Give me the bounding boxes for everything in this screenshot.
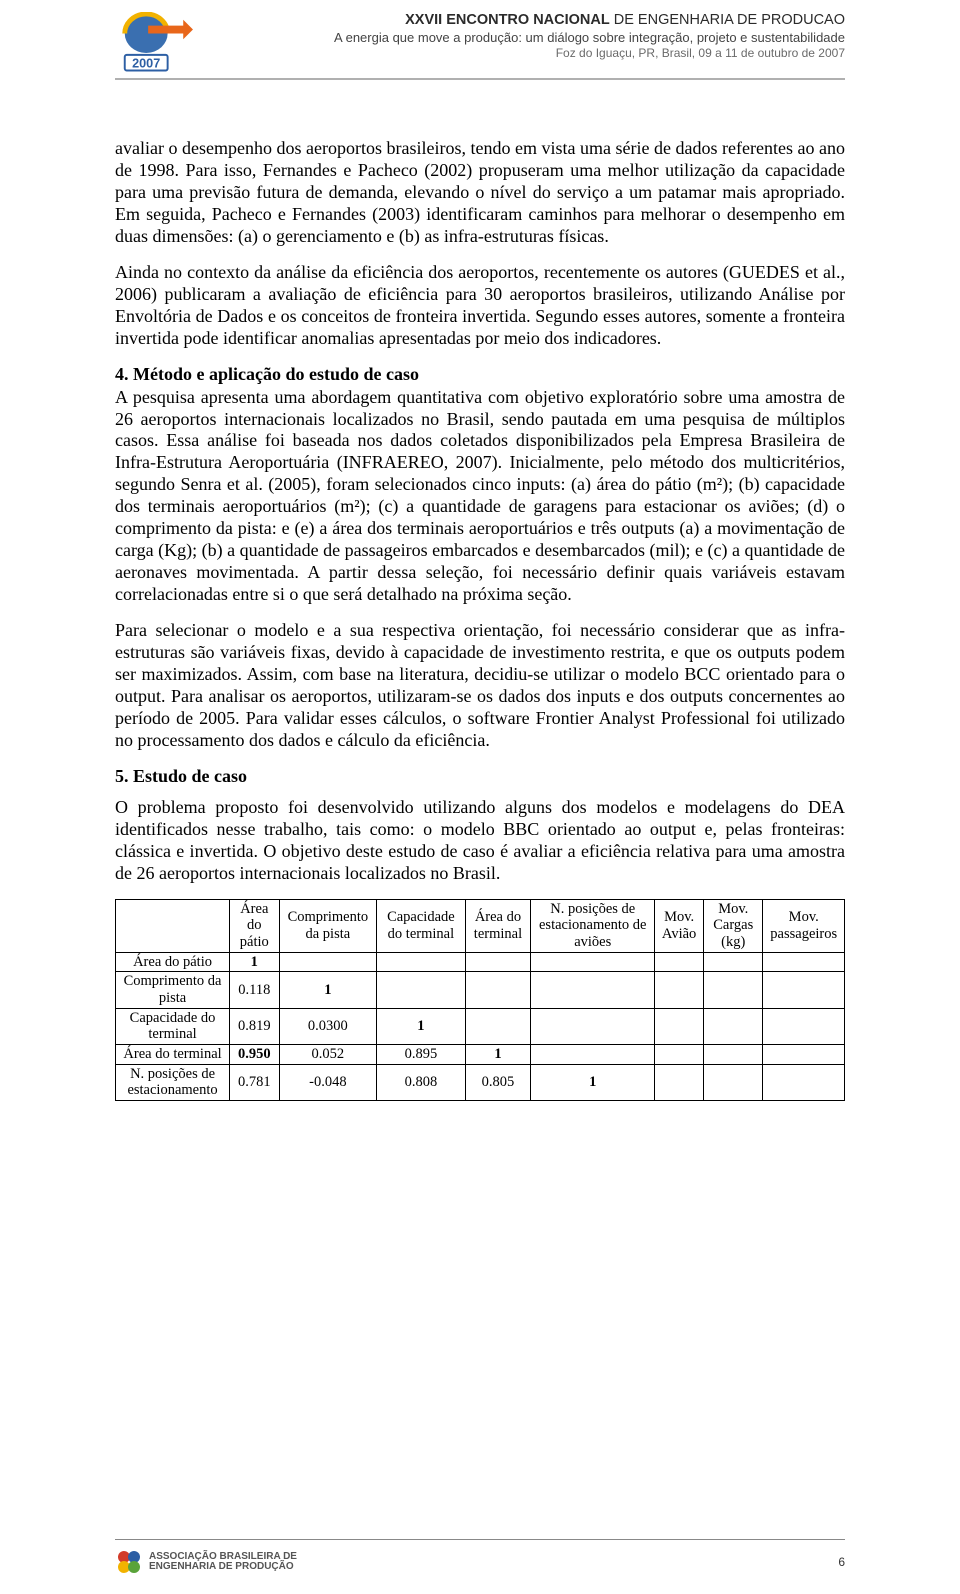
table-cell — [655, 1064, 704, 1100]
table-cell: 1 — [230, 952, 279, 972]
table-cell: 0.895 — [377, 1045, 465, 1065]
table-cell — [377, 972, 465, 1008]
paragraph-5: O problema proposto foi desenvolvido uti… — [115, 797, 845, 885]
paragraph-2: Ainda no contexto da análise da eficiênc… — [115, 262, 845, 350]
table-cell — [655, 952, 704, 972]
conference-header: 2007 XXVII ENCONTRO NACIONAL DE ENGENHAR… — [115, 12, 845, 80]
row-label: Área do terminal — [116, 1045, 230, 1065]
table-cell — [763, 972, 845, 1008]
col-7: Mov. Cargas (kg) — [704, 899, 763, 952]
section-4-title: 4. Método e aplicação do estudo de caso — [115, 364, 845, 385]
table-cell: 0.052 — [279, 1045, 377, 1065]
row-label: Capacidade do terminal — [116, 1008, 230, 1044]
enegep-logo-svg: 2007 — [115, 12, 193, 72]
table-cell — [465, 1008, 531, 1044]
page-number: 6 — [838, 1555, 845, 1569]
paragraph-1: avaliar o desempenho dos aeroportos bras… — [115, 138, 845, 248]
table-cell — [655, 1008, 704, 1044]
table-row: Área do pátio1 — [116, 952, 845, 972]
table-cell: 0.781 — [230, 1064, 279, 1100]
table-cell — [531, 972, 655, 1008]
table-cell: 0.118 — [230, 972, 279, 1008]
page: 2007 XXVII ENCONTRO NACIONAL DE ENGENHAR… — [0, 0, 960, 1594]
table-cell: 0.819 — [230, 1008, 279, 1044]
col-4: Área do terminal — [465, 899, 531, 952]
logo-year: 2007 — [132, 57, 160, 71]
table-header: Área do pátio Comprimento da pista Capac… — [116, 899, 845, 952]
header-line-2: A energia que move a produção: um diálog… — [211, 30, 845, 46]
table-cell — [655, 1045, 704, 1065]
header-line-1: XXVII ENCONTRO NACIONAL DE ENGENHARIA DE… — [211, 12, 845, 30]
abepro-logo-text: ASSOCIAÇÃO BRASILEIRA DE ENGENHARIA DE P… — [149, 1552, 297, 1573]
row-label: N. posições de estacionamento — [116, 1064, 230, 1100]
table-cell — [465, 952, 531, 972]
table-cell — [655, 972, 704, 1008]
enegep-logo: 2007 — [115, 12, 193, 72]
col-5: N. posições de estacionamento de aviões — [531, 899, 655, 952]
table-cell — [279, 952, 377, 972]
table-cell — [531, 952, 655, 972]
table-cell — [763, 952, 845, 972]
table-cell — [704, 972, 763, 1008]
col-2: Comprimento da pista — [279, 899, 377, 952]
correlation-table: Área do pátio Comprimento da pista Capac… — [115, 899, 845, 1101]
table-cell: 0.950 — [230, 1045, 279, 1065]
header-line-3: Foz do Iguaçu, PR, Brasil, 09 a 11 de ou… — [211, 46, 845, 61]
header-line-1-rest: DE ENGENHARIA DE PRODUCAO — [610, 12, 845, 28]
table-cell: 1 — [531, 1064, 655, 1100]
page-footer: ASSOCIAÇÃO BRASILEIRA DE ENGENHARIA DE P… — [115, 1539, 845, 1576]
table-cell: 0.808 — [377, 1064, 465, 1100]
col-3: Capacidade do terminal — [377, 899, 465, 952]
table-body: Área do pátio1Comprimento da pista0.1181… — [116, 952, 845, 1100]
table-cell: 0.0300 — [279, 1008, 377, 1044]
table-cell — [763, 1008, 845, 1044]
paragraph-4: Para selecionar o modelo e a sua respect… — [115, 620, 845, 752]
table-cell — [704, 1045, 763, 1065]
footer-org-line-2: ENGENHARIA DE PRODUÇÃO — [149, 1562, 297, 1573]
row-label: Área do pátio — [116, 952, 230, 972]
table-cell: 0.805 — [465, 1064, 531, 1100]
table-row: Comprimento da pista0.1181 — [116, 972, 845, 1008]
header-line-1-bold: XXVII ENCONTRO NACIONAL — [405, 12, 610, 28]
table-cell: 1 — [377, 1008, 465, 1044]
header-text-block: XXVII ENCONTRO NACIONAL DE ENGENHARIA DE… — [211, 12, 845, 60]
table-header-row: Área do pátio Comprimento da pista Capac… — [116, 899, 845, 952]
table-cell: 1 — [279, 972, 377, 1008]
col-0 — [116, 899, 230, 952]
table-row: Área do terminal0.9500.0520.8951 — [116, 1045, 845, 1065]
col-1: Área do pátio — [230, 899, 279, 952]
row-label: Comprimento da pista — [116, 972, 230, 1008]
abepro-logo: ASSOCIAÇÃO BRASILEIRA DE ENGENHARIA DE P… — [115, 1548, 297, 1576]
table-cell — [763, 1064, 845, 1100]
table-cell — [704, 1064, 763, 1100]
table-cell — [377, 952, 465, 972]
section-5-title: 5. Estudo de caso — [115, 766, 845, 787]
paragraph-3: A pesquisa apresenta uma abordagem quant… — [115, 387, 845, 607]
table-cell: 1 — [465, 1045, 531, 1065]
col-8: Mov. passageiros — [763, 899, 845, 952]
abepro-logo-icon — [115, 1548, 143, 1576]
table-cell — [704, 952, 763, 972]
table-row: Capacidade do terminal0.8190.03001 — [116, 1008, 845, 1044]
table-cell — [531, 1008, 655, 1044]
table-cell — [465, 972, 531, 1008]
col-6: Mov. Avião — [655, 899, 704, 952]
table-cell — [763, 1045, 845, 1065]
table-cell: -0.048 — [279, 1064, 377, 1100]
table-row: N. posições de estacionamento0.781-0.048… — [116, 1064, 845, 1100]
table-cell — [704, 1008, 763, 1044]
table-cell — [531, 1045, 655, 1065]
